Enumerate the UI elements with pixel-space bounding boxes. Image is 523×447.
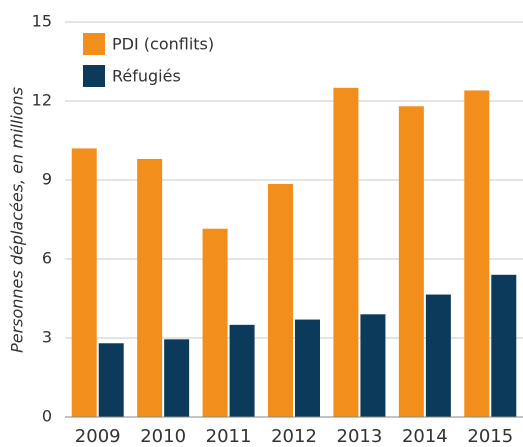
x-tick-label: 2011 [206, 426, 252, 447]
bar [98, 343, 124, 417]
y-tick-label: 0 [42, 407, 52, 426]
legend-swatch [83, 33, 105, 55]
y-tick-label: 9 [42, 170, 52, 189]
bar [229, 324, 255, 417]
y-tick-label: 3 [42, 328, 52, 347]
bar [425, 294, 451, 417]
y-tick-label: 6 [42, 249, 52, 268]
y-axis-label: Personnes déplacées, en millions [8, 87, 27, 353]
bar [295, 319, 320, 417]
x-tick-label: 2010 [140, 426, 186, 447]
x-tick-label: 2015 [467, 426, 513, 447]
bar [164, 339, 190, 417]
legend-swatch [83, 65, 105, 87]
bar [464, 90, 490, 417]
legend-label: Réfugiés [112, 67, 181, 86]
bar [137, 158, 163, 417]
bar [268, 183, 293, 417]
bar [491, 274, 517, 417]
bar [333, 87, 359, 417]
x-tick-label: 2013 [337, 426, 383, 447]
x-tick-label: 2012 [271, 426, 317, 447]
bar [202, 228, 228, 417]
y-tick-label: 12 [32, 91, 52, 110]
y-tick-label: 15 [32, 12, 52, 31]
bar [360, 314, 386, 417]
x-tick-label: 2014 [402, 426, 448, 447]
bar [71, 148, 97, 417]
bar [398, 106, 424, 418]
x-tick-label: 2009 [75, 426, 121, 447]
legend-label: PDI (conflits) [112, 35, 214, 54]
